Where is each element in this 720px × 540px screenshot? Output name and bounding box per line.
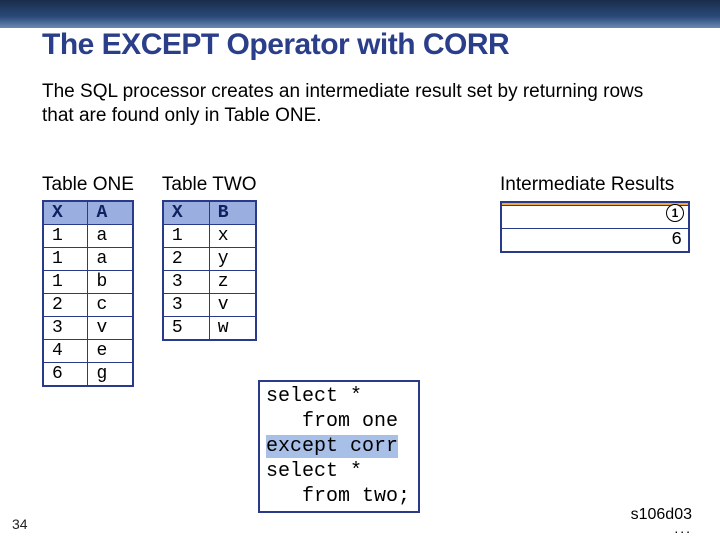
code-line: from two;: [266, 485, 410, 508]
cell: w: [209, 317, 255, 341]
cell: y: [209, 248, 255, 271]
top-banner: [0, 0, 720, 28]
page-subtitle: The SQL processor creates an intermediat…: [42, 80, 680, 129]
table-one-header: X: [43, 201, 88, 225]
results-cell: 6: [502, 229, 688, 251]
table-one-col: Table ONE X A 1a 1a 1b 2c 3v 4e 6g: [42, 174, 134, 387]
table-row: 2c: [43, 294, 133, 317]
table-two-label: Table TWO: [162, 174, 257, 196]
page-title: The EXCEPT Operator with CORR: [42, 28, 509, 62]
cell: 3: [43, 317, 88, 340]
table-row: 6g: [43, 363, 133, 387]
results-table: 1 4 6: [500, 201, 690, 253]
table-two-header: B: [209, 201, 255, 225]
results-label: Intermediate Results: [500, 174, 690, 197]
callout-badge-icon: 1: [666, 204, 684, 222]
table-two-col: Table TWO X B 1x 2y 3z 3v 5w: [162, 174, 257, 387]
cell: c: [88, 294, 133, 317]
results-header: 1: [502, 203, 688, 205]
table-row: 4e: [43, 340, 133, 363]
cell: 6: [43, 363, 88, 387]
cell: 2: [163, 248, 209, 271]
results-row: 6: [502, 228, 688, 251]
table-row: 1b: [43, 271, 133, 294]
table-two: X B 1x 2y 3z 3v 5w: [162, 200, 257, 341]
cell: 1: [43, 248, 88, 271]
cell: b: [88, 271, 133, 294]
results-row: 4: [502, 205, 688, 228]
code-line: select *: [266, 460, 362, 483]
footer-dots-icon: ...: [674, 520, 692, 536]
table-two-header: X: [163, 201, 209, 225]
cell: 3: [163, 294, 209, 317]
sql-code-block: select * from one except corr select * f…: [258, 380, 420, 513]
table-row: 1x: [163, 225, 256, 248]
table-one-label: Table ONE: [42, 174, 134, 196]
table-one: X A 1a 1a 1b 2c 3v 4e 6g: [42, 200, 134, 387]
cell: 4: [43, 340, 88, 363]
cell: g: [88, 363, 133, 387]
cell: 2: [43, 294, 88, 317]
cell: 1: [43, 271, 88, 294]
cell: v: [88, 317, 133, 340]
cell: e: [88, 340, 133, 363]
cell: z: [209, 271, 255, 294]
results-cell: 4: [502, 206, 688, 228]
cell: 1: [163, 225, 209, 248]
table-one-header: A: [88, 201, 133, 225]
cell: x: [209, 225, 255, 248]
table-row: 3v: [43, 317, 133, 340]
cell: a: [88, 248, 133, 271]
page-number: 34: [12, 516, 28, 532]
code-line-highlighted: except corr: [266, 435, 398, 458]
results-col: Intermediate Results 1 4 6: [500, 174, 690, 387]
content-row: Table ONE X A 1a 1a 1b 2c 3v 4e 6g Table…: [42, 174, 690, 387]
cell: 3: [163, 271, 209, 294]
results-header-cell: [502, 203, 688, 205]
table-row: 5w: [163, 317, 256, 341]
table-row: 2y: [163, 248, 256, 271]
cell: v: [209, 294, 255, 317]
table-row: 1a: [43, 248, 133, 271]
table-row: 3z: [163, 271, 256, 294]
code-line: select *: [266, 385, 362, 408]
cell: a: [88, 225, 133, 248]
cell: 1: [43, 225, 88, 248]
code-line: from one: [266, 410, 398, 433]
cell: 5: [163, 317, 209, 341]
table-row: 1a: [43, 225, 133, 248]
table-row: 3v: [163, 294, 256, 317]
